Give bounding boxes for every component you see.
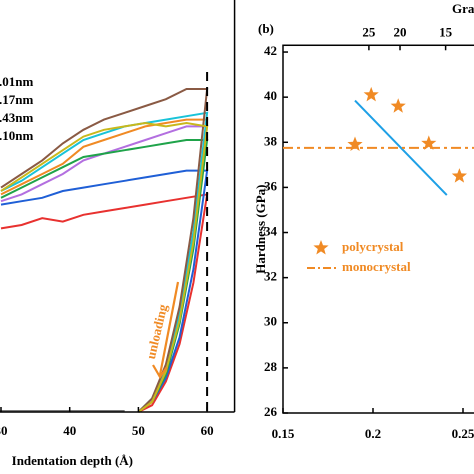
- data-line: [0, 88, 209, 413]
- x-tick-label: 0.15: [272, 426, 295, 441]
- data-line: [0, 118, 209, 413]
- legend-text: .43nm: [0, 110, 33, 125]
- plot-frame: [282, 44, 474, 414]
- fit-line: [354, 99, 448, 196]
- star-point: [363, 86, 379, 102]
- y-tick-label: 38: [264, 133, 278, 148]
- y-tick-label: 26: [264, 404, 278, 419]
- legend-text: .10nm: [0, 128, 33, 143]
- x-tick-label: 50: [132, 423, 145, 438]
- star-point: [390, 98, 406, 113]
- x2-tick-label: 25: [362, 24, 376, 39]
- y-axis-label: Hardness (GPa): [253, 185, 268, 274]
- legend-text: polycrystal: [342, 239, 404, 254]
- legend-text: .01nm: [0, 74, 33, 89]
- annotation: unloading: [143, 302, 170, 360]
- y-tick-label: 36: [264, 178, 278, 193]
- arrow: [152, 281, 180, 380]
- x-tick-label: 40: [63, 423, 76, 438]
- x-tick-label: 30: [0, 423, 8, 438]
- y-tick-label: 34: [264, 224, 278, 239]
- x-tick-label: 0.25: [452, 426, 474, 441]
- legend-symbol: [313, 240, 329, 255]
- y-tick-label: 42: [264, 43, 277, 58]
- x-axis-label: Indentation depth (Å): [12, 453, 133, 468]
- data-line: [0, 125, 209, 413]
- data-line: [0, 193, 209, 413]
- star-point: [451, 168, 467, 183]
- data-line: [0, 121, 209, 413]
- data-line: [0, 169, 209, 413]
- x-tick-label: 0.2: [365, 426, 381, 441]
- x2-tick-label: 15: [439, 24, 453, 39]
- panel-label: (b): [258, 21, 274, 36]
- star-point: [421, 135, 437, 150]
- legend-text: .17nm: [0, 92, 33, 107]
- star-point: [347, 136, 363, 151]
- y-tick-label: 28: [264, 359, 278, 374]
- x-tick-label: 60: [201, 423, 214, 438]
- y-tick-label: 32: [264, 269, 277, 284]
- x2-tick-label: 20: [394, 24, 407, 39]
- y-tick-label: 40: [264, 88, 277, 103]
- x2-axis-label: Grain size (nm): [452, 1, 474, 16]
- data-line: [0, 111, 209, 413]
- data-line: [0, 139, 209, 413]
- legend-text: monocrystal: [342, 259, 411, 274]
- y-tick-label: 30: [264, 314, 277, 329]
